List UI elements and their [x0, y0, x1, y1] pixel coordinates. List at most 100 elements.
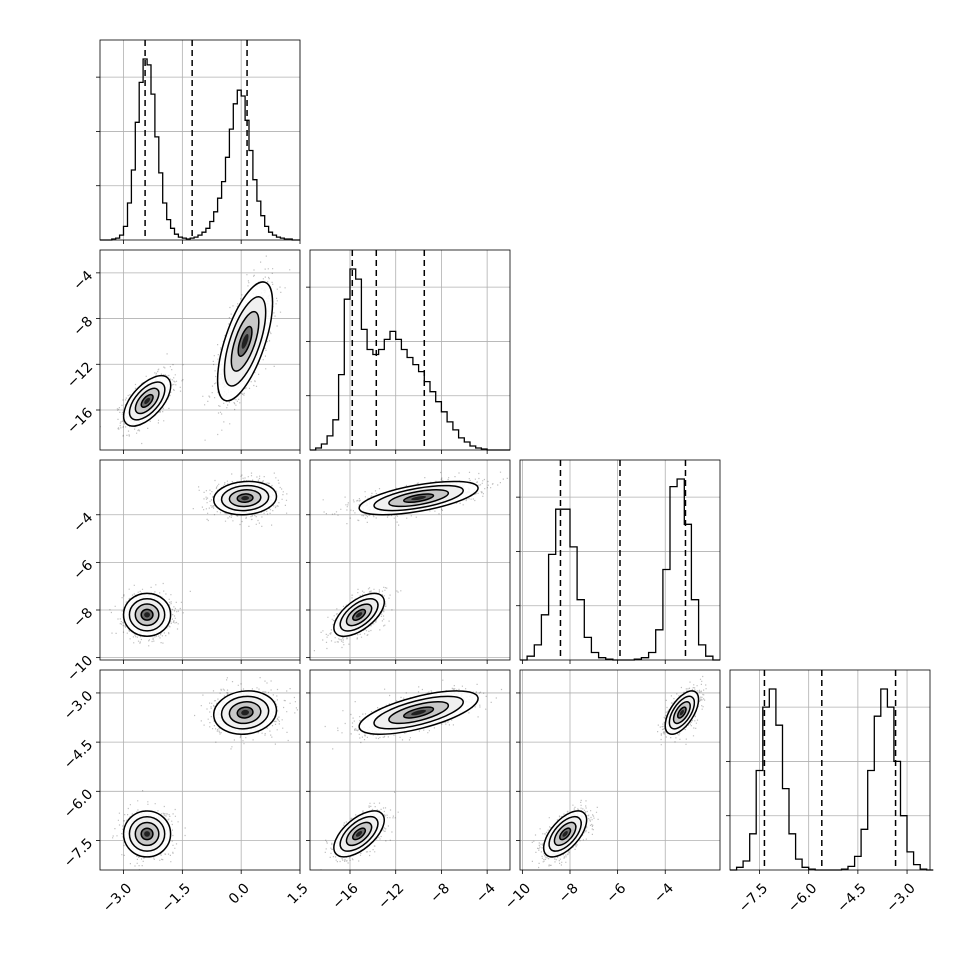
scatter-panel-2-0 [96, 459, 301, 664]
density-fill-4 [241, 709, 250, 716]
scatter-3-1-frame [309, 669, 511, 871]
contour-line-3 [352, 608, 367, 621]
hist-1-frame [309, 249, 511, 451]
contour-line-0 [212, 690, 278, 735]
contour-line-0 [358, 690, 479, 735]
contour-line-2 [134, 603, 160, 627]
density-fill-4 [241, 333, 249, 349]
contour-line-3 [403, 706, 435, 719]
scatter-2-1-content [310, 460, 510, 660]
contour-line-2 [345, 821, 373, 847]
contour-line-3 [236, 493, 254, 504]
contour-line-2 [134, 821, 160, 847]
hist-1-steps [310, 268, 510, 451]
hist-panel-2 [516, 459, 721, 664]
hist-3-frame [729, 669, 931, 871]
contour-line-1 [339, 598, 379, 632]
x-tick-label: −7.5 [736, 880, 771, 915]
contour-line-3 [237, 325, 253, 357]
scatter-1-0-content [100, 250, 300, 450]
hist-panel-3 [726, 669, 934, 874]
x-tick-label: −4 [651, 880, 677, 906]
scatter-3-0-content [100, 670, 300, 870]
y-tick-label: −4 [70, 510, 96, 536]
contour-line-1 [339, 815, 379, 852]
hist-panel-1 [306, 249, 511, 454]
scatter-2-1-frame [309, 459, 511, 661]
x-tick-label: 1.5 [285, 880, 312, 907]
contour-line-2 [134, 387, 160, 415]
scatter-2-0-frame [99, 459, 301, 661]
x-tick-label: 0.0 [226, 880, 253, 907]
y-tick-label: −3.0 [61, 688, 96, 723]
contour-line-0 [122, 810, 172, 858]
x-tick-label: −4.5 [834, 880, 869, 915]
x-tick-label: −6 [603, 880, 629, 906]
contour-line-0 [212, 480, 278, 516]
contour-line-3 [236, 706, 254, 719]
y-tick-label: −16 [64, 405, 96, 437]
density-fill-4 [144, 831, 150, 837]
y-tick-label: −10 [64, 653, 96, 685]
contour-line-3 [403, 493, 435, 504]
contour-line-0 [664, 690, 700, 735]
density-fill-4 [355, 831, 363, 837]
x-tick-label: −4 [473, 880, 499, 906]
x-tick-label: −3.0 [100, 880, 135, 915]
density-fill-4 [355, 612, 363, 618]
contour-line-3 [140, 608, 154, 621]
scatter-2-0-content [100, 460, 300, 660]
contour-line-1 [548, 815, 582, 852]
scatter-3-2-content [520, 670, 720, 870]
y-tick-label: −6 [70, 557, 96, 583]
contour-line-0 [216, 281, 274, 402]
scatter-panel-3-1 [306, 669, 511, 874]
scatter-3-0-frame [99, 669, 301, 871]
scatter-panel-1-0 [96, 249, 301, 454]
y-tick-label: −7.5 [61, 835, 96, 870]
density-fill-4 [144, 397, 151, 405]
hist-3-steps [730, 688, 934, 871]
contour-line-1 [220, 484, 270, 512]
y-tick-label: −6.0 [61, 786, 96, 821]
hist-0-frame [99, 39, 301, 241]
contour-line-3 [140, 827, 154, 841]
hist-0-steps [100, 58, 300, 241]
contour-line-3 [559, 827, 572, 841]
contour-line-3 [676, 706, 687, 719]
contour-line-2 [388, 701, 450, 725]
contour-line-3 [140, 393, 154, 408]
contour-line-2 [672, 701, 691, 725]
y-tick-label: −8 [70, 314, 96, 340]
scatter-1-0-frame [99, 249, 301, 451]
x-tick-label: −10 [502, 880, 534, 912]
x-tick-label: −8 [556, 880, 582, 906]
scatter-3-1-content [310, 670, 510, 870]
contour-line-1 [223, 296, 267, 387]
y-tick-label: −8 [70, 605, 96, 631]
contour-line-0 [122, 592, 172, 637]
scatter-3-2-frame [519, 669, 721, 871]
contour-line-0 [358, 480, 479, 516]
contour-line-2 [228, 489, 262, 508]
contour-line-1 [373, 695, 464, 730]
contour-line-1 [128, 815, 166, 852]
contour-line-3 [352, 827, 367, 841]
x-tick-label: −16 [330, 880, 362, 912]
contour-line-1 [220, 695, 270, 730]
contour-line-2 [553, 821, 577, 847]
contour-line-2 [345, 603, 373, 627]
density-fill-4 [411, 709, 427, 716]
density-fill-4 [411, 496, 427, 501]
contour-line-2 [230, 310, 260, 372]
x-tick-label: −8 [427, 880, 453, 906]
density-fill-4 [144, 612, 150, 618]
contour-line-0 [333, 810, 385, 858]
contour-line-2 [388, 489, 450, 508]
x-tick-label: −6.0 [785, 880, 820, 915]
scatter-panel-3-0 [96, 669, 301, 874]
hist-2-frame [519, 459, 721, 661]
contour-line-1 [373, 484, 464, 512]
x-tick-label: −12 [375, 880, 407, 912]
